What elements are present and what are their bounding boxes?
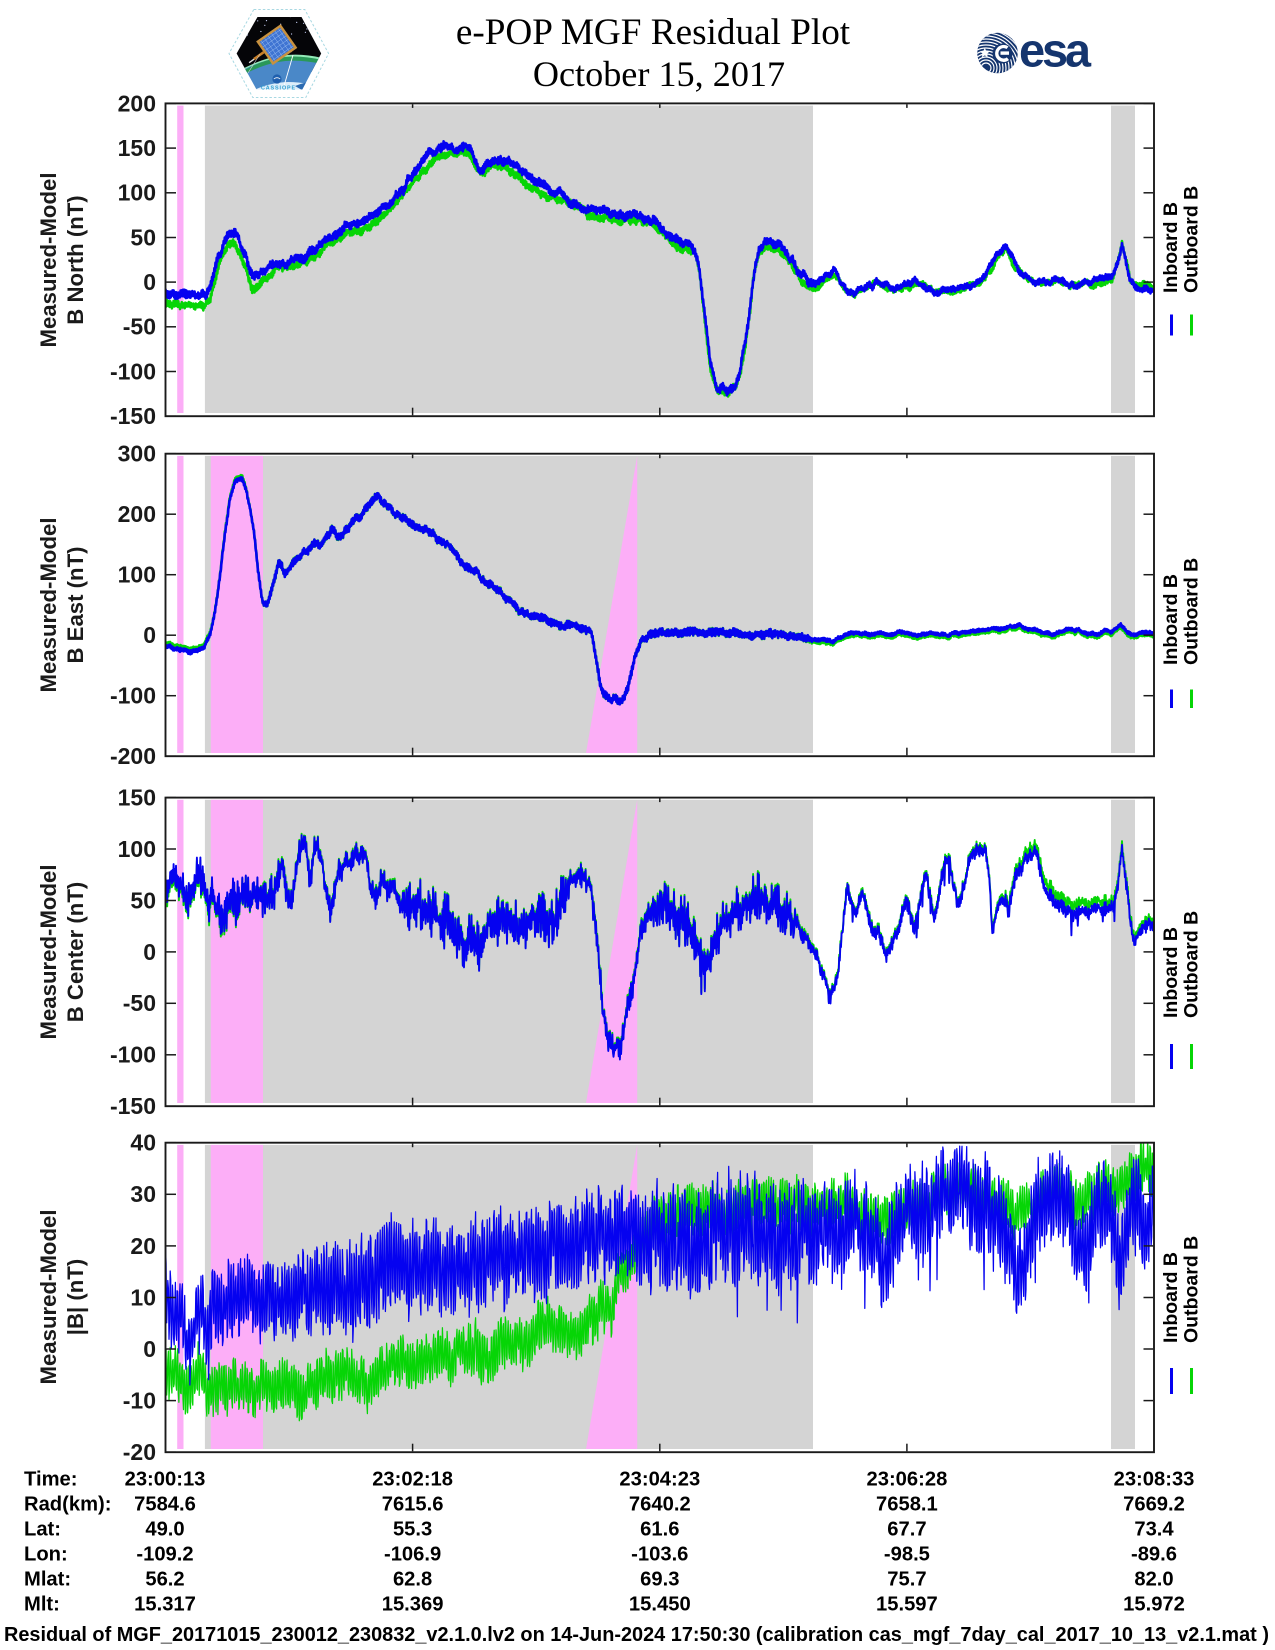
svg-text:50: 50 [130, 887, 156, 913]
svg-text:7584.6: 7584.6 [134, 1493, 196, 1515]
svg-text:69.3: 69.3 [640, 1568, 679, 1590]
svg-text:-10: -10 [123, 1388, 156, 1414]
svg-text:-109.2: -109.2 [136, 1543, 193, 1565]
svg-text:B North (nT): B North (nT) [63, 195, 88, 324]
svg-text:Inboard B: Inboard B [1160, 1252, 1182, 1343]
svg-text:0: 0 [143, 1336, 156, 1362]
svg-text:15.597: 15.597 [876, 1593, 938, 1615]
svg-text:October 15, 2017: October 15, 2017 [533, 54, 785, 94]
svg-text:20: 20 [130, 1233, 156, 1259]
svg-text:Mlat:: Mlat: [24, 1568, 71, 1590]
svg-text:100: 100 [118, 836, 156, 862]
svg-text:23:06:28: 23:06:28 [866, 1468, 947, 1490]
svg-text:Outboard B: Outboard B [1181, 911, 1203, 1018]
svg-text:Residual of MGF_20171015_23001: Residual of MGF_20171015_230012_230832_v… [4, 1624, 1269, 1646]
svg-text:Mlt:: Mlt: [24, 1593, 60, 1615]
svg-text:Inboard B: Inboard B [1160, 927, 1182, 1018]
svg-text:100: 100 [118, 180, 156, 206]
svg-text:-20: -20 [123, 1439, 156, 1465]
svg-text:Measured-Model: Measured-Model [36, 172, 61, 347]
svg-text:Outboard B: Outboard B [1181, 186, 1203, 293]
svg-text:Inboard B: Inboard B [1160, 202, 1182, 293]
svg-text:Outboard B: Outboard B [1181, 558, 1203, 665]
svg-text:23:00:13: 23:00:13 [125, 1468, 206, 1490]
svg-text:|B| (nT): |B| (nT) [63, 1259, 88, 1336]
svg-text:Time:: Time: [24, 1468, 77, 1490]
svg-text:Measured-Model: Measured-Model [36, 1209, 61, 1384]
svg-text:Lat:: Lat: [24, 1518, 61, 1540]
svg-text:15.450: 15.450 [629, 1593, 691, 1615]
svg-text:Measured-Model: Measured-Model [36, 517, 61, 692]
svg-text:7640.2: 7640.2 [629, 1493, 691, 1515]
svg-text:50: 50 [130, 224, 156, 250]
svg-text:0: 0 [143, 939, 156, 965]
svg-text:62.8: 62.8 [393, 1568, 432, 1590]
svg-text:61.6: 61.6 [640, 1518, 679, 1540]
svg-text:CASSIOPE: CASSIOPE [261, 86, 296, 92]
svg-text:23:04:23: 23:04:23 [619, 1468, 700, 1490]
svg-text:40: 40 [130, 1130, 156, 1156]
svg-text:150: 150 [118, 135, 156, 161]
svg-text:75.7: 75.7 [887, 1568, 926, 1590]
svg-text:esa: esa [1019, 24, 1092, 77]
svg-text:B Center (nT): B Center (nT) [63, 882, 88, 1023]
svg-text:Lon:: Lon: [24, 1543, 68, 1565]
svg-text:Inboard B: Inboard B [1160, 574, 1182, 665]
svg-text:-103.6: -103.6 [631, 1543, 688, 1565]
svg-text:7615.6: 7615.6 [382, 1493, 444, 1515]
svg-text:Rad(km):: Rad(km): [24, 1493, 111, 1515]
svg-text:-150: -150 [110, 1093, 156, 1119]
svg-text:7669.2: 7669.2 [1123, 1493, 1185, 1515]
svg-text:-150: -150 [110, 403, 156, 429]
svg-text:67.7: 67.7 [887, 1518, 926, 1540]
svg-text:73.4: 73.4 [1134, 1518, 1174, 1540]
svg-text:30: 30 [130, 1181, 156, 1207]
svg-text:10: 10 [130, 1284, 156, 1310]
svg-text:55.3: 55.3 [393, 1518, 432, 1540]
svg-text:23:08:33: 23:08:33 [1114, 1468, 1195, 1490]
svg-text:-200: -200 [110, 743, 156, 769]
svg-text:15.369: 15.369 [382, 1593, 444, 1615]
svg-text:200: 200 [118, 501, 156, 527]
svg-text:Measured-Model: Measured-Model [36, 864, 61, 1039]
svg-text:B East (nT): B East (nT) [63, 546, 88, 663]
svg-text:-50: -50 [123, 990, 156, 1016]
svg-text:23:02:18: 23:02:18 [372, 1468, 453, 1490]
svg-text:-98.5: -98.5 [884, 1543, 930, 1565]
svg-text:Outboard B: Outboard B [1181, 1236, 1203, 1343]
svg-text:82.0: 82.0 [1134, 1568, 1173, 1590]
svg-text:-50: -50 [123, 314, 156, 340]
svg-text:-100: -100 [110, 358, 156, 384]
svg-text:56.2: 56.2 [145, 1568, 184, 1590]
svg-text:e-POP MGF Residual Plot: e-POP MGF Residual Plot [456, 12, 851, 53]
svg-text:49.0: 49.0 [145, 1518, 184, 1540]
svg-text:-89.6: -89.6 [1131, 1543, 1177, 1565]
svg-text:-106.9: -106.9 [384, 1543, 441, 1565]
svg-text:150: 150 [118, 785, 156, 811]
svg-text:300: 300 [118, 441, 156, 467]
svg-text:100: 100 [118, 562, 156, 588]
svg-text:0: 0 [143, 622, 156, 648]
svg-text:15.972: 15.972 [1123, 1593, 1185, 1615]
svg-text:-100: -100 [110, 1042, 156, 1068]
svg-text:0: 0 [143, 269, 156, 295]
svg-text:200: 200 [118, 90, 156, 116]
svg-text:-100: -100 [110, 683, 156, 709]
svg-text:15.317: 15.317 [134, 1593, 196, 1615]
svg-text:7658.1: 7658.1 [876, 1493, 938, 1515]
